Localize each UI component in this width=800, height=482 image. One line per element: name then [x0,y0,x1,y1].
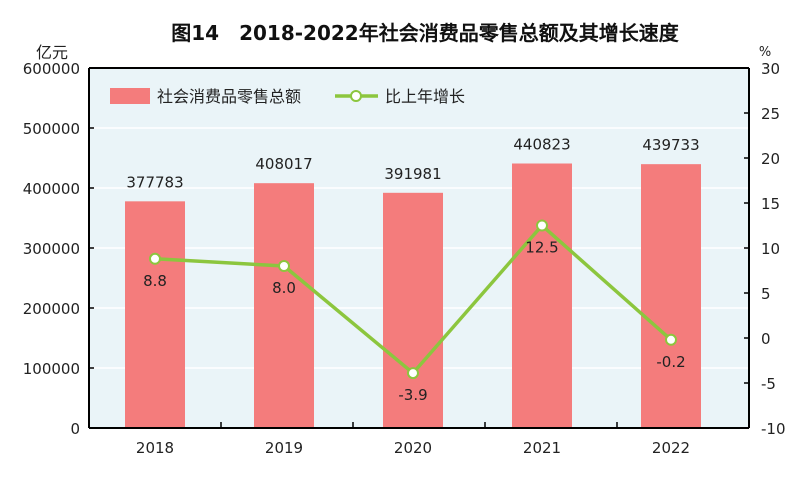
growth-value-label: -0.2 [656,353,685,371]
right-tick-label: 0 [761,330,771,348]
right-tick-label: 25 [761,105,780,123]
x-tick-label: 2022 [652,439,690,457]
bar-2022 [641,164,701,428]
growth-point-2022 [665,333,677,346]
growth-value-label: 8.8 [143,272,167,290]
left-tick-label: 400000 [23,180,80,198]
legend-bar-label: 社会消费品零售总额 [157,87,301,106]
x-tick-label: 2020 [394,439,432,457]
left-axis-unit: 亿元 [36,43,68,62]
bar-2021 [512,163,572,428]
bar-value-label: 439733 [642,136,699,154]
bar-value-label: 440823 [513,136,570,154]
left-tick-label: 600000 [23,60,80,78]
left-tick-label: 300000 [23,240,80,258]
bar-value-label: 391981 [384,165,441,183]
legend-line-marker [350,90,362,102]
bar-2019 [254,183,314,428]
growth-point-2021 [536,219,548,232]
left-tick-label: 0 [70,420,80,438]
growth-point-2018 [149,252,161,265]
legend-bar-swatch [110,88,150,104]
legend-line-label: 比上年增长 [385,87,465,106]
right-tick-label: 20 [761,150,780,168]
growth-point-2019 [278,260,290,272]
left-tick-label: 500000 [23,120,80,138]
right-tick-label: 15 [761,195,780,213]
right-tick-label: 10 [761,240,780,258]
right-axis-unit: % [759,45,771,60]
growth-point-2020 [407,367,419,380]
right-tick-label: -5 [761,375,776,393]
growth-value-label: 8.0 [272,279,296,297]
bar-value-label: 408017 [255,155,312,173]
x-tick-label: 2018 [136,439,174,457]
bar-value-label: 377783 [126,173,183,191]
growth-value-label: -3.9 [398,386,427,404]
x-tick-label: 2019 [265,439,303,457]
bar-2018 [125,201,185,428]
right-tick-label: 5 [761,285,771,303]
right-tick-label: 30 [761,60,780,78]
right-tick-label: -10 [761,420,786,438]
growth-value-label: 12.5 [525,239,558,257]
bar-2020 [383,192,443,428]
left-tick-label: 100000 [23,360,80,378]
x-tick-label: 2021 [523,439,561,457]
chart-title: 图14 2018-2022年社会消费品零售总额及其增长速度 [171,21,679,45]
left-tick-label: 200000 [23,300,80,318]
